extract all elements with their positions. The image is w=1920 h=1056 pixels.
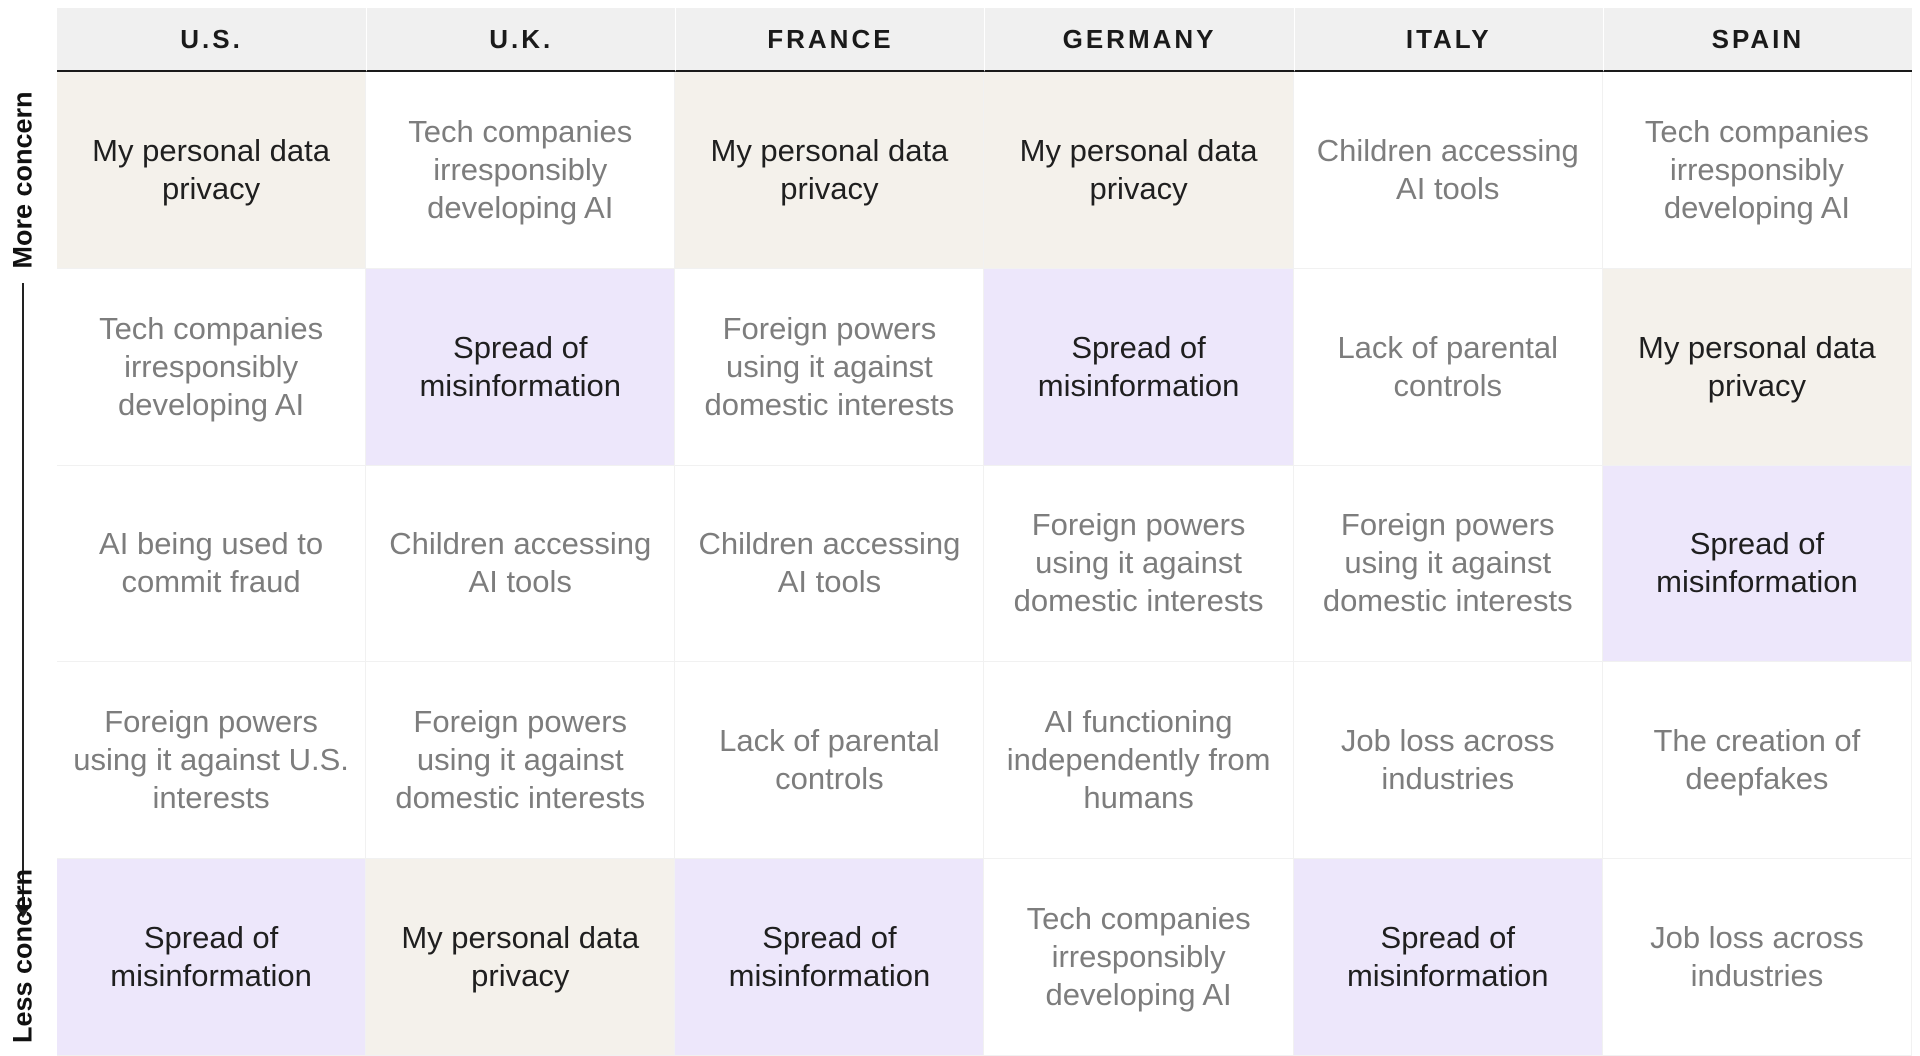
- table-cell: Foreign powers using it against domestic…: [675, 268, 985, 466]
- ranking-grid: U.S. U.K. FRANCE GERMANY ITALY SPAIN My person…: [57, 8, 1912, 1056]
- axis-line: [22, 283, 24, 906]
- column-header: U.S.: [57, 8, 367, 72]
- table-cell: The creation of deepfakes: [1602, 662, 1912, 860]
- axis-label-less-concern: Less concern: [7, 868, 38, 1044]
- table-cell: Foreign powers using it against domestic…: [984, 465, 1294, 663]
- table-cell: AI functioning independently from humans: [984, 662, 1294, 860]
- column-header: SPAIN: [1602, 8, 1912, 72]
- table-cell: AI being used to commit fraud: [57, 465, 367, 663]
- table-cell: My personal data privacy: [675, 72, 985, 269]
- table-cell: Children accessing AI tools: [675, 465, 985, 663]
- table-cell: Job loss across industries: [1602, 859, 1912, 1056]
- table-cell: Children accessing AI tools: [366, 465, 676, 663]
- table-cell: Children accessing AI tools: [1293, 72, 1603, 269]
- table-cell: Spread of misinformation: [1602, 465, 1912, 663]
- table-cell: My personal data privacy: [1602, 268, 1912, 466]
- table-cell: My personal data privacy: [57, 72, 367, 269]
- column-header: U.K.: [366, 8, 676, 72]
- concern-axis: More concern Less concern: [0, 72, 46, 1056]
- table-cell: Spread of misinformation: [984, 268, 1294, 466]
- arrow-down-icon: [15, 905, 31, 918]
- table-cell: Tech companies irresponsibly developing …: [366, 72, 676, 269]
- table-cell: My personal data privacy: [984, 72, 1294, 269]
- column-header: ITALY: [1293, 8, 1603, 72]
- table-cell: Tech companies irresponsibly developing …: [1602, 72, 1912, 269]
- column-header: GERMANY: [984, 8, 1294, 72]
- table-cell: Job loss across industries: [1293, 662, 1603, 860]
- table-cell: Foreign powers using it against domestic…: [1293, 465, 1603, 663]
- table-cell: My personal data privacy: [366, 859, 676, 1056]
- table-cell: Foreign powers using it against U.S. int…: [57, 662, 367, 860]
- column-header: FRANCE: [675, 8, 985, 72]
- table-cell: Spread of misinformation: [366, 268, 676, 466]
- table-cell: Spread of misinformation: [57, 859, 367, 1056]
- axis-label-more-concern: More concern: [7, 91, 38, 269]
- table-cell: Lack of parental controls: [675, 662, 985, 860]
- table-cell: Lack of parental controls: [1293, 268, 1603, 466]
- table-cell: Tech companies irresponsibly developing …: [57, 268, 367, 466]
- table-cell: Foreign powers using it against domestic…: [366, 662, 676, 860]
- table-cell: Spread of misinformation: [675, 859, 985, 1056]
- table-cell: Spread of misinformation: [1293, 859, 1603, 1056]
- table-cell: Tech companies irresponsibly developing …: [984, 859, 1294, 1056]
